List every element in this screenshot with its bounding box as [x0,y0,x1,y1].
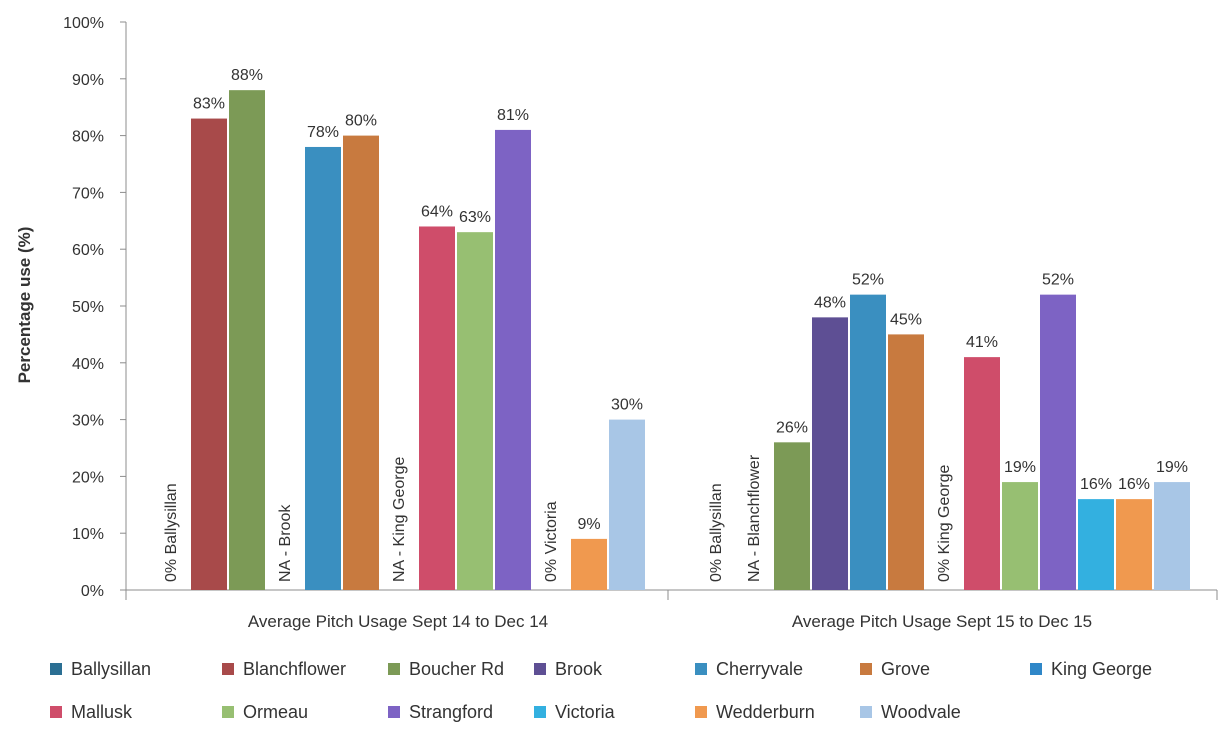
category-label: Average Pitch Usage Sept 14 to Dec 14 [248,612,548,631]
bar-woodvale [1154,482,1190,590]
bar-value-label: 48% [814,294,846,311]
legend-swatch-blanchflower [222,663,234,675]
y-tick-label: 80% [72,129,104,146]
bar-value-label: 30% [611,397,643,414]
legend-swatch-brook [534,663,546,675]
legend-label: Mallusk [71,702,133,722]
bar-woodvale [609,419,645,590]
bar-na-label: NA - Brook [277,504,294,582]
bar-victoria [1078,499,1114,590]
legend-label: Boucher Rd [409,659,504,679]
legend-swatch-cherryvale [695,663,707,675]
y-tick-label: 10% [72,526,104,543]
bar-value-label: 41% [966,334,998,351]
legend-swatch-mallusk [50,706,62,718]
bar-blanchflower [191,118,227,590]
legend-swatch-victoria [534,706,546,718]
bar-value-label: 9% [577,516,600,533]
y-tick-label: 50% [72,299,104,316]
bar-wedderburn [571,538,607,590]
bar-grove [343,135,379,590]
y-tick-label: 40% [72,356,104,373]
bar-strangford [1040,294,1076,590]
bar-na-label: NA - Blanchflower [746,454,763,582]
legend-label: Woodvale [881,702,961,722]
legend-swatch-boucher-rd [388,663,400,675]
legend-swatch-ballysillan [50,663,62,675]
legend-label: Brook [555,659,603,679]
bar-value-label: 64% [421,203,453,220]
y-tick-label: 20% [72,469,104,486]
bar-strangford [495,129,531,591]
bar-value-label: 16% [1080,476,1112,493]
y-tick-label: 90% [72,72,104,89]
legend-swatch-grove [860,663,872,675]
bar-mallusk [419,226,455,591]
bar-value-label: 26% [776,419,808,436]
y-tick-label: 60% [72,242,104,259]
bar-labels: 0% Ballysillan 0% Ballysillan 83% NA - Blan… [163,67,1188,582]
bar-value-label: 88% [231,67,263,84]
bar-value-label: 63% [459,209,491,226]
legend-label: Cherryvale [716,659,803,679]
legend-label: Grove [881,659,930,679]
bar-grove [888,334,924,590]
bar-wedderburn [1116,499,1152,590]
legend: Ballysillan Blanchflower Boucher Rd Brook Ch… [50,659,1152,722]
bar-ormeau [457,232,493,590]
bar-value-label: 19% [1004,459,1036,476]
bars [191,90,1190,591]
bar-value-label: 45% [890,311,922,328]
bar-value-label: 19% [1156,459,1188,476]
bar-boucher-rd [774,442,810,590]
legend-label: Ballysillan [71,659,151,679]
y-tick-label: 100% [63,15,104,32]
bar-ormeau [1002,482,1038,590]
y-axis-title: Percentage use (%) [15,227,34,384]
legend-label: Strangford [409,702,493,722]
bar-cherryvale [850,294,886,590]
bar-value-label: 16% [1118,476,1150,493]
bar-na-label: 0% King George [936,464,953,582]
bar-value-label: 80% [345,113,377,130]
y-tick-label: 70% [72,185,104,202]
bar-value-label: 81% [497,107,529,124]
legend-swatch-ormeau [222,706,234,718]
legend-label: Wedderburn [716,702,815,722]
bar-value-label: 52% [1042,272,1074,289]
bar-value-label: 78% [307,124,339,141]
category-labels: Average Pitch Usage Sept 14 to Dec 14 Ave… [248,612,1092,631]
y-axis: 0% 10% 20% 30% 40% 50% 60% 70% 80% 90% 100% [63,15,127,600]
legend-label: Blanchflower [243,659,346,679]
legend-label: Ormeau [243,702,308,722]
bar-value-label: 83% [193,96,225,113]
bar-na-label: NA - King George [391,457,408,583]
legend-swatch-woodvale [860,706,872,718]
legend-swatch-wedderburn [695,706,707,718]
y-tick-label: 0% [81,583,104,600]
bar-mallusk [964,357,1000,590]
bar-cherryvale [305,146,341,590]
y-tick-label: 30% [72,413,104,430]
legend-swatch-strangford [388,706,400,718]
legend-label: King George [1051,659,1152,679]
legend-label: Victoria [555,702,616,722]
bar-na-label: 0% Ballysillan [708,483,725,582]
legend-swatch-king-george [1030,663,1042,675]
bar-value-label: 52% [852,272,884,289]
bar-boucher-rd [229,90,265,590]
x-axis [125,589,1218,600]
bar-brook [812,317,848,590]
bar-na-label: 0% Victoria [543,501,560,582]
category-label: Average Pitch Usage Sept 15 to Dec 15 [792,612,1092,631]
bar-na-label: 0% Ballysillan [163,483,180,582]
